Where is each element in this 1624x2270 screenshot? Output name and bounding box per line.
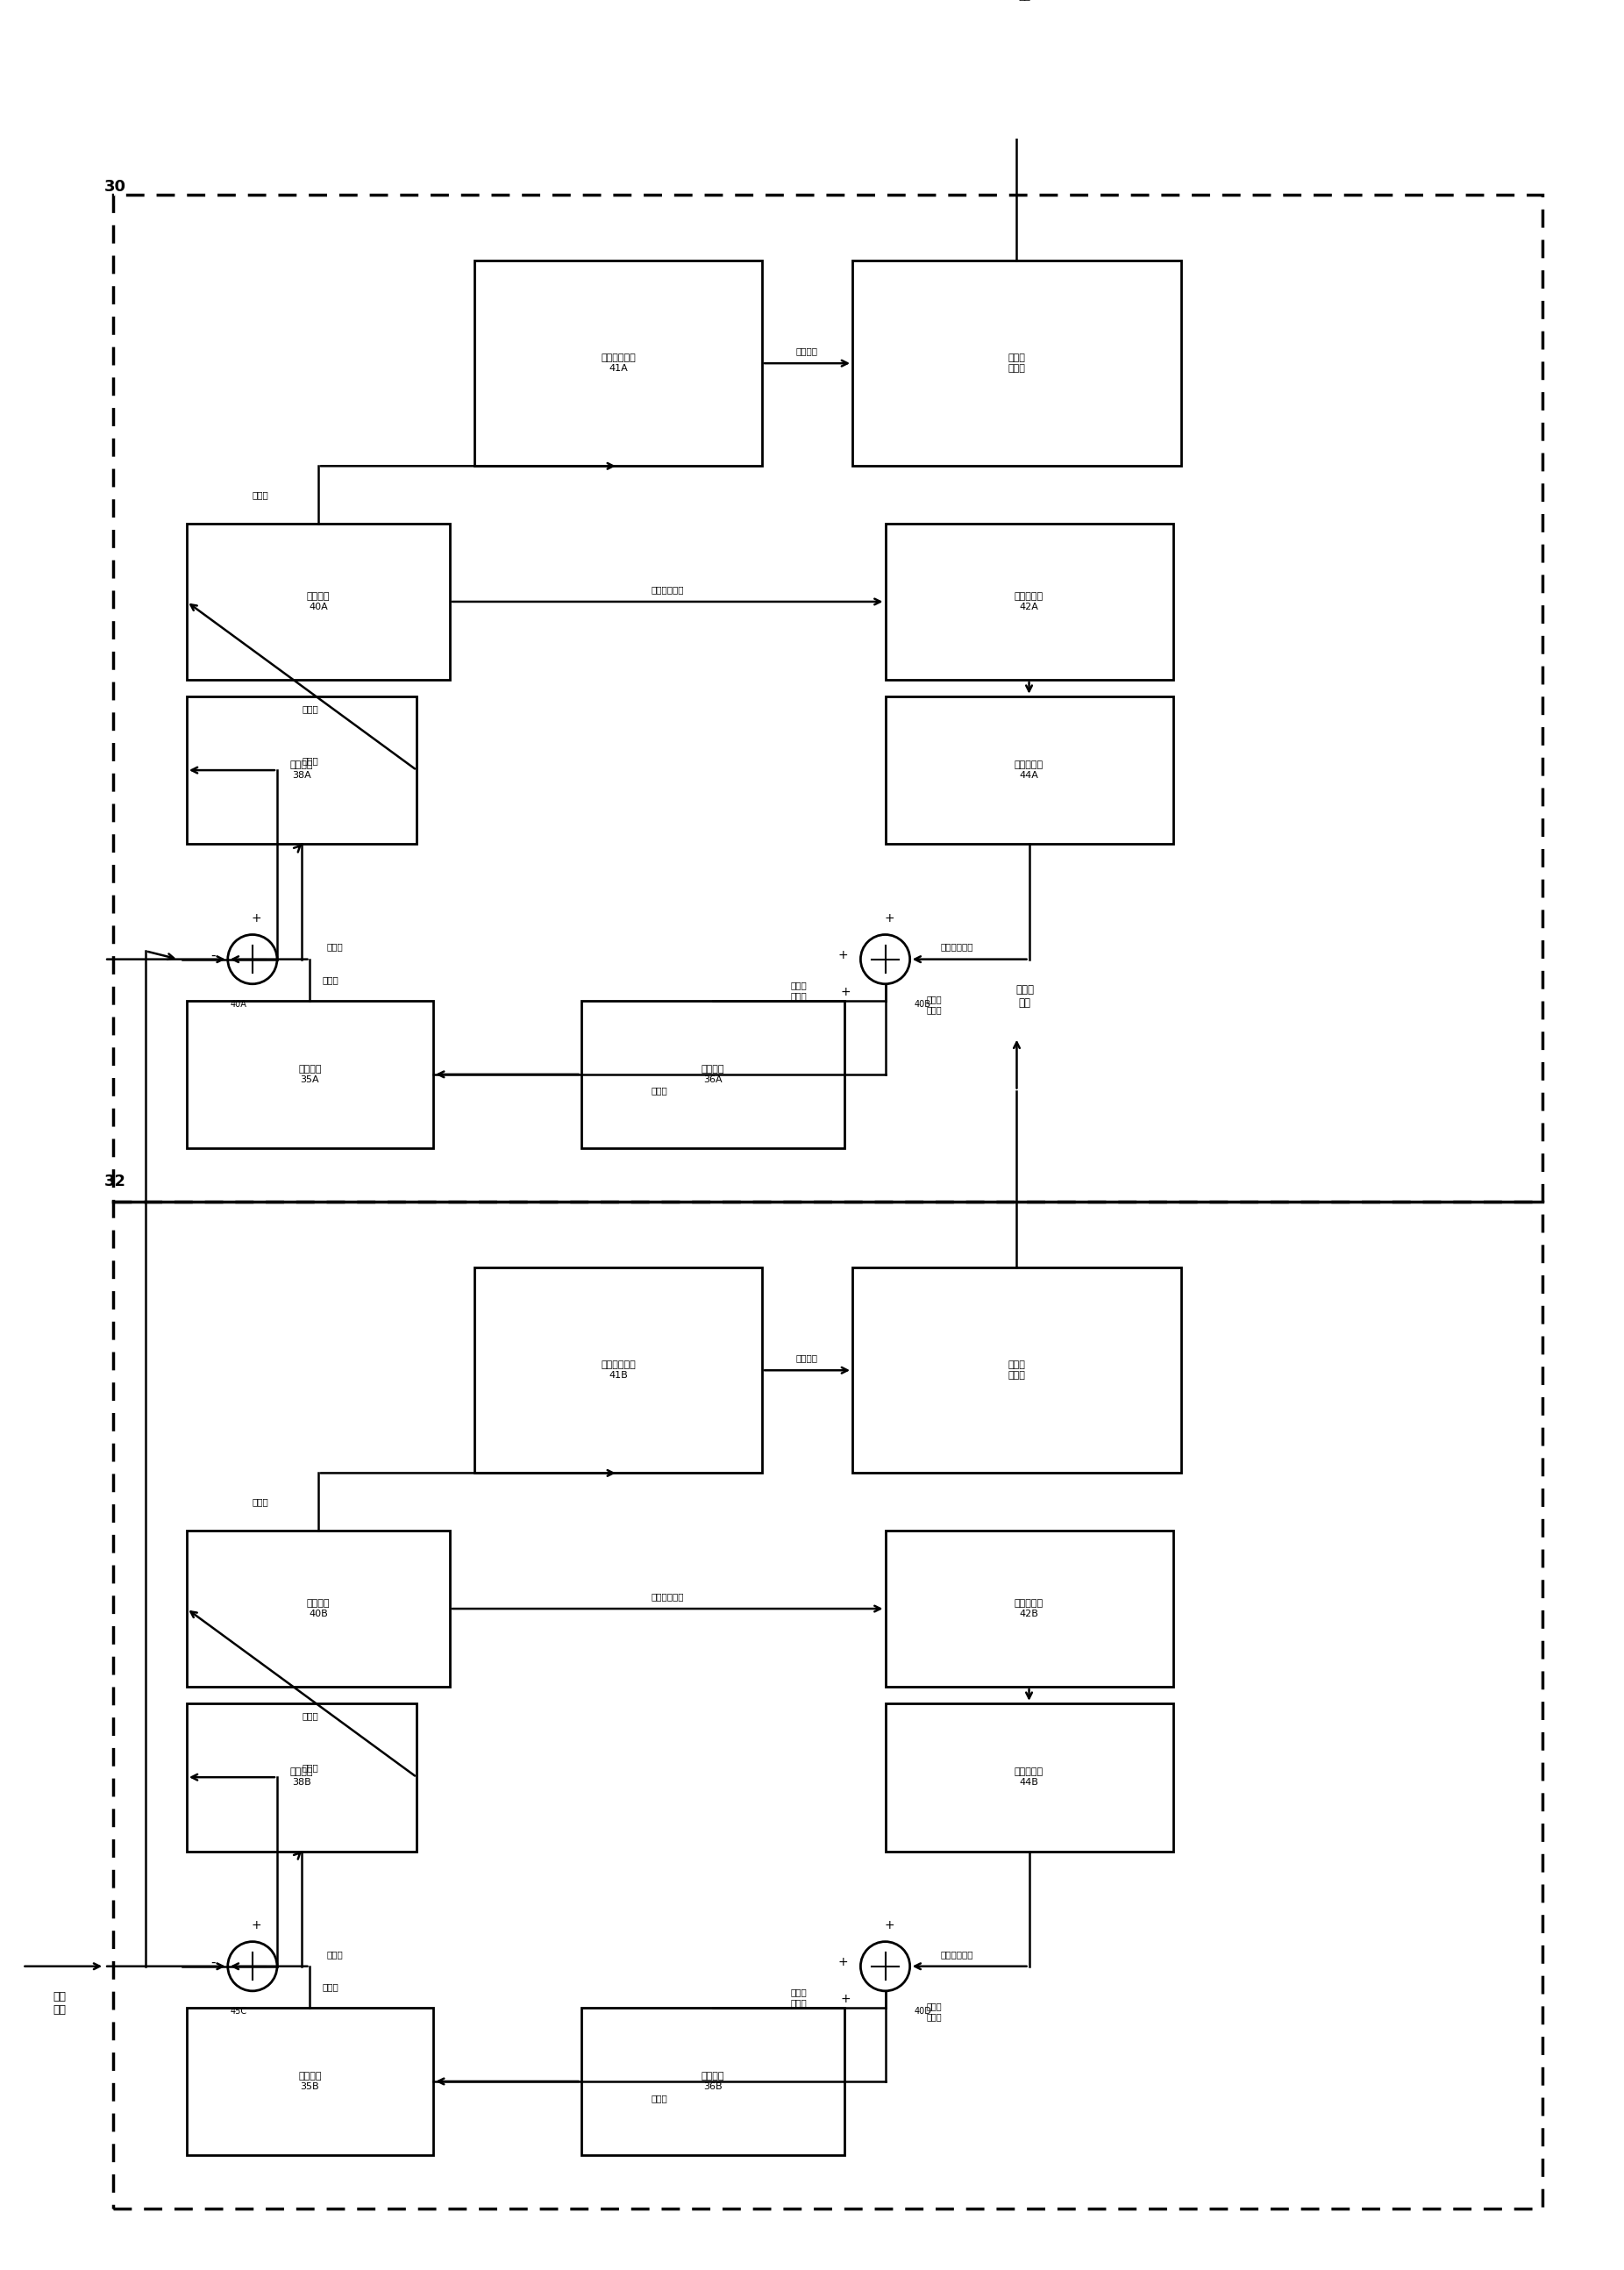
Text: 重建的残差块: 重建的残差块 <box>940 942 974 951</box>
Text: 量化单元
40A: 量化单元 40A <box>307 592 330 611</box>
Text: +: + <box>841 985 851 999</box>
Text: -: - <box>211 949 216 962</box>
Text: 视频
输入: 视频 输入 <box>52 1991 67 2016</box>
Text: 预测块: 预测块 <box>651 1087 667 1094</box>
Text: 系数扫描单元
41B: 系数扫描单元 41B <box>601 1360 635 1380</box>
Text: 反变换单元
44A: 反变换单元 44A <box>1015 760 1044 779</box>
Text: +: + <box>841 1993 851 2004</box>
Text: +: + <box>252 913 261 924</box>
Text: 二集块: 二集块 <box>252 490 270 499</box>
Text: 32: 32 <box>104 1174 127 1189</box>
Bar <box>853 261 1181 465</box>
Text: +: + <box>883 913 895 924</box>
Bar <box>187 1702 417 1852</box>
Text: 重建的残差块: 重建的残差块 <box>651 586 684 595</box>
Text: 储存器件
36A: 储存器件 36A <box>702 1065 724 1083</box>
Text: 残差块: 残差块 <box>302 756 318 765</box>
Text: 变换单元
38B: 变换单元 38B <box>291 1768 313 1786</box>
Text: 重建的
视频块: 重建的 视频块 <box>791 1989 807 2007</box>
Text: 一集向量: 一集向量 <box>796 1353 818 1362</box>
Text: 加强层
编码器: 加强层 编码器 <box>1009 1360 1025 1380</box>
Text: 反量化单元
42A: 反量化单元 42A <box>1015 592 1044 611</box>
Text: 重建的残差块: 重建的残差块 <box>651 1591 684 1600</box>
Text: -: - <box>211 1954 216 1968</box>
Bar <box>885 697 1173 844</box>
Text: 重建的
视频块: 重建的 视频块 <box>791 981 807 1001</box>
Text: 反变换单元
44B: 反变换单元 44B <box>1015 1768 1044 1786</box>
Text: 30: 30 <box>104 179 127 195</box>
Text: +: + <box>838 1957 848 1968</box>
Text: +: + <box>252 1920 261 1932</box>
Text: 45C: 45C <box>231 2007 247 2016</box>
Bar <box>187 697 417 844</box>
Text: 预测单元
35B: 预测单元 35B <box>299 2073 322 2091</box>
Text: 系数扫描单元
41A: 系数扫描单元 41A <box>601 354 635 372</box>
Text: 二集块: 二集块 <box>302 1712 318 1721</box>
Bar <box>187 524 450 679</box>
Text: 二集块: 二集块 <box>252 1498 270 1507</box>
Text: 反量化单元
42B: 反量化单元 42B <box>1015 1600 1044 1619</box>
Text: 二集块: 二集块 <box>302 704 318 713</box>
Bar <box>581 2007 844 2156</box>
Text: 残差块: 残差块 <box>326 1950 343 1959</box>
Text: 量化单元
40B: 量化单元 40B <box>307 1600 330 1619</box>
Bar <box>581 1001 844 1149</box>
Text: 预测块: 预测块 <box>651 2093 667 2102</box>
Bar <box>474 1267 762 1473</box>
Text: 基础层
编码器: 基础层 编码器 <box>1009 354 1025 372</box>
Bar <box>187 2007 434 2156</box>
Text: 变换单元
38A: 变换单元 38A <box>291 760 313 779</box>
Text: 预测单元
35A: 预测单元 35A <box>299 1065 322 1083</box>
Text: +: + <box>838 949 848 960</box>
Text: 40D: 40D <box>914 2007 932 2016</box>
Text: 预测块: 预测块 <box>322 976 339 985</box>
Bar <box>885 524 1173 679</box>
Bar <box>853 1267 1181 1473</box>
Text: 一集向量: 一集向量 <box>796 347 818 356</box>
Text: 重建的残差块: 重建的残差块 <box>940 1950 974 1959</box>
Text: 40B: 40B <box>914 1001 931 1008</box>
Bar <box>187 1001 434 1149</box>
Bar <box>187 1530 450 1687</box>
Text: +: + <box>883 1920 895 1932</box>
Bar <box>885 1702 1173 1852</box>
Text: 加强层
位流: 加强层 位流 <box>1015 983 1034 1008</box>
Text: 残差块: 残差块 <box>302 1764 318 1773</box>
Text: 重建的
视频块: 重建的 视频块 <box>926 2002 942 2020</box>
Text: 储存器件
36B: 储存器件 36B <box>702 2073 724 2091</box>
Text: 重建的
视频块: 重建的 视频块 <box>926 994 942 1015</box>
Text: 40A: 40A <box>231 1001 247 1008</box>
Text: 预测块: 预测块 <box>322 1982 339 1991</box>
Bar <box>885 1530 1173 1687</box>
Text: 残差块: 残差块 <box>326 942 343 951</box>
Bar <box>474 261 762 465</box>
